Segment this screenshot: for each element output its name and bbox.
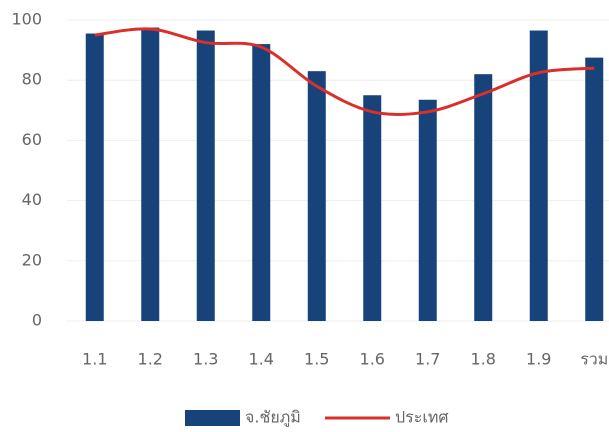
x-tick-label: 1.7 — [415, 350, 440, 369]
bar — [141, 27, 160, 322]
legend-swatch — [185, 410, 240, 426]
x-tick-label: รวม — [580, 350, 608, 369]
y-tick-label: 60 — [22, 130, 42, 149]
x-tick-label: 1.1 — [82, 350, 107, 369]
bar — [196, 30, 215, 321]
x-tick-label: 1.3 — [193, 350, 218, 369]
x-tick-label: 1.2 — [138, 350, 163, 369]
bar — [474, 74, 493, 322]
bar — [363, 95, 382, 321]
x-tick-label: 1.9 — [526, 350, 551, 369]
legend-label: จ.ชัยภูมิ — [245, 408, 301, 428]
y-tick-label: 100 — [11, 10, 42, 29]
legend-label: ประเทศ — [395, 408, 449, 427]
x-tick-label: 1.5 — [304, 350, 329, 369]
bar — [418, 99, 437, 321]
bar — [585, 57, 604, 321]
bar — [307, 71, 326, 321]
bar — [252, 44, 271, 322]
line — [94, 27, 595, 117]
x-tick-label: 1.6 — [360, 350, 385, 369]
bar — [85, 33, 104, 322]
bar — [529, 30, 548, 321]
y-tick-label: 80 — [22, 70, 42, 89]
x-tick-label: 1.8 — [471, 350, 496, 369]
y-tick-label: 40 — [22, 190, 42, 209]
x-tick-label: 1.4 — [249, 350, 274, 369]
y-tick-label: 20 — [22, 250, 42, 269]
y-tick-label: 0 — [32, 311, 42, 330]
